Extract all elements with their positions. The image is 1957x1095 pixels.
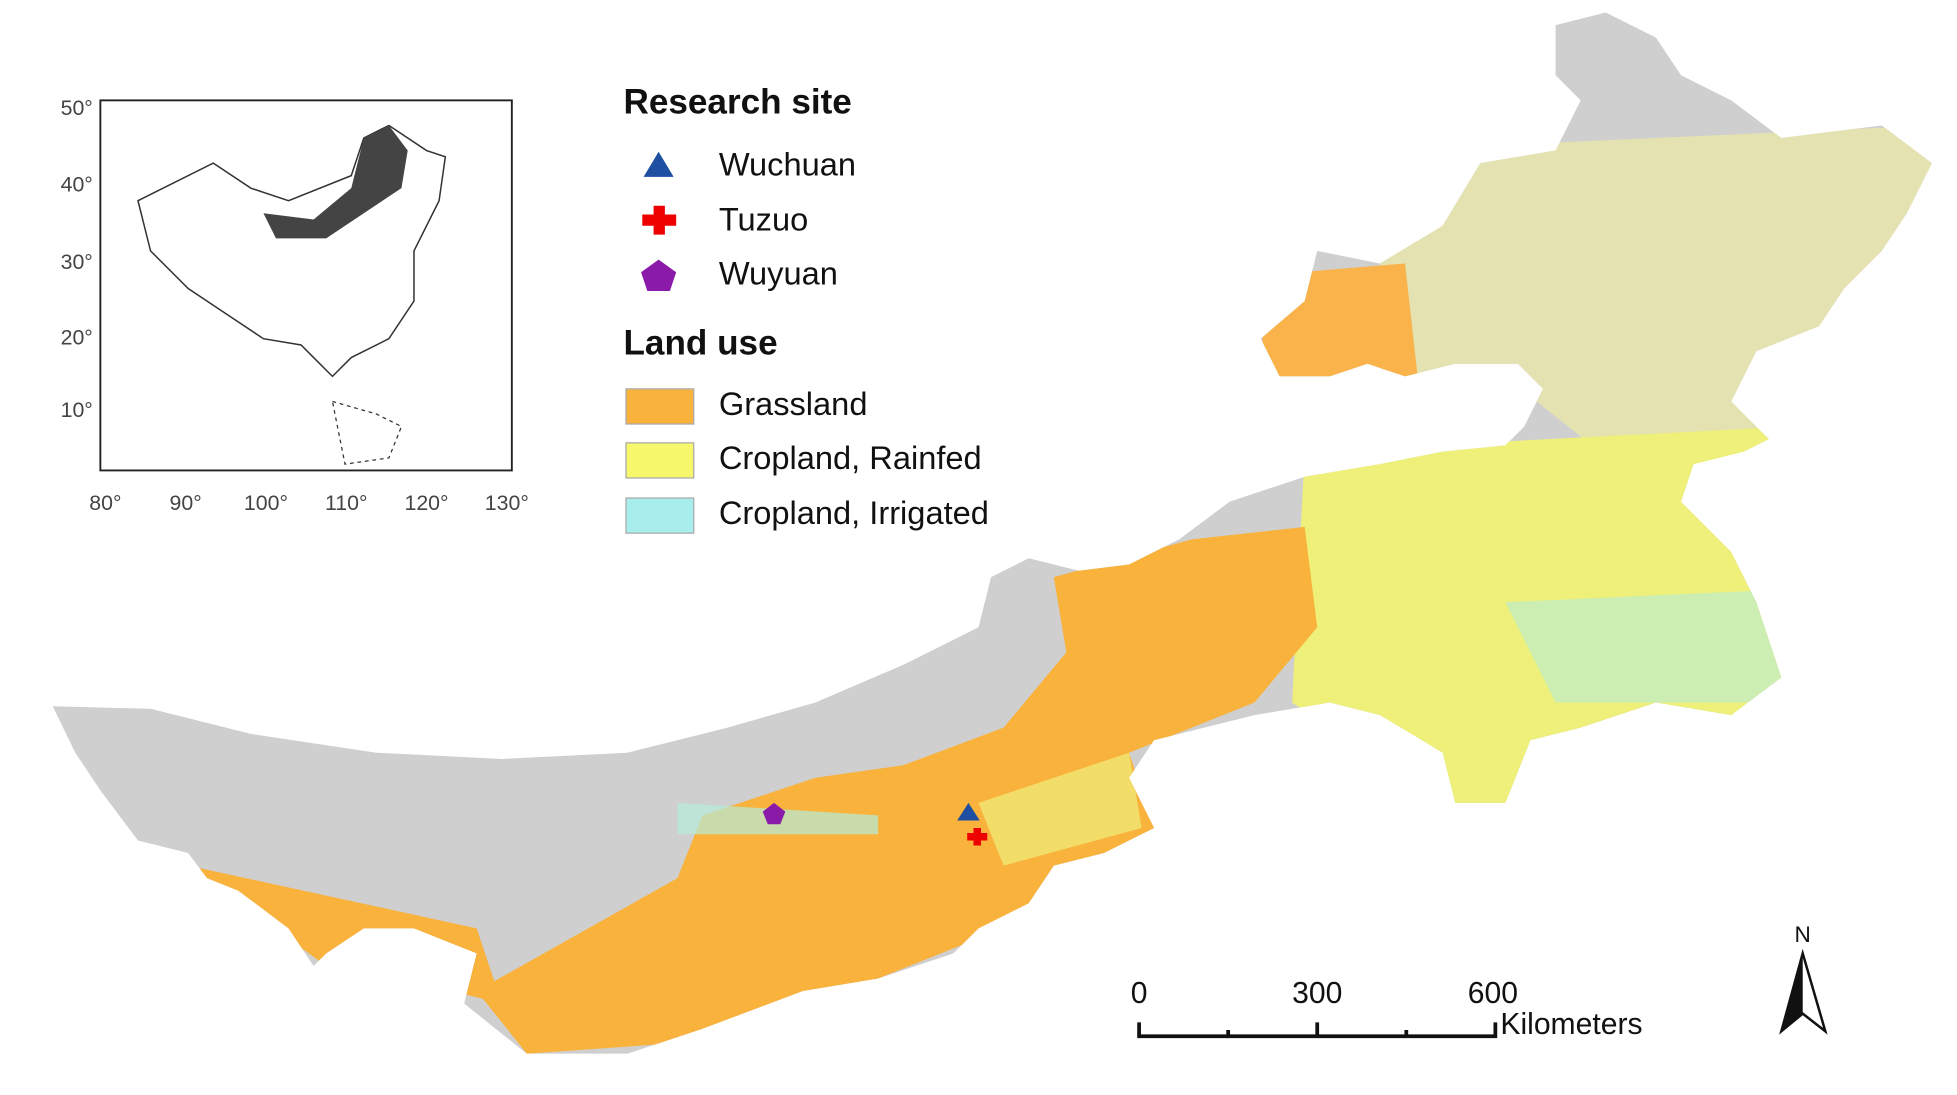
rainfed-central	[978, 752, 1142, 866]
legend-symbol	[641, 259, 677, 292]
legend-title: Research site	[623, 82, 851, 121]
legend-label: Wuyuan	[719, 255, 838, 292]
grassland-central	[476, 526, 1318, 1054]
scale-label: 300	[1292, 977, 1342, 1010]
site-wuchuan	[957, 802, 980, 821]
legend-label: Cropland, Rainfed	[719, 439, 982, 476]
legend-label: Wuchuan	[719, 145, 856, 182]
site-wuyuan	[762, 802, 786, 825]
inset-south-sea	[331, 400, 403, 465]
irrigated-east	[1505, 589, 1782, 703]
inset-y-label: 10°	[61, 398, 93, 422]
rainfed-ne	[1379, 125, 1932, 477]
scale-unit: Kilometers	[1500, 1008, 1642, 1041]
inset-x-label: 100°	[244, 491, 288, 515]
north-arrow-half	[1781, 953, 1803, 1032]
legend-swatch	[625, 388, 695, 425]
grassland-sw	[188, 865, 502, 1004]
scale-bar	[1137, 1022, 1498, 1039]
inset-x-label: 120°	[404, 491, 448, 515]
inset-y-label: 30°	[61, 250, 93, 274]
inset-y-label: 20°	[61, 325, 93, 349]
inset-y-label: 50°	[61, 96, 93, 120]
legend-title: Land use	[623, 323, 777, 362]
site-tuzuo	[967, 827, 988, 846]
inset-x-label: 90°	[170, 491, 202, 515]
inset-x-label: 110°	[325, 491, 368, 515]
inset-y-label: 40°	[61, 172, 93, 196]
legend-label: Tuzuo	[719, 201, 808, 238]
inset-x-label: 130°	[485, 491, 529, 515]
legend-symbol	[643, 151, 674, 177]
inset-x-label: 80°	[89, 491, 121, 515]
legend-label: Grassland	[719, 385, 868, 422]
legend-swatch	[625, 497, 695, 534]
scale-label: 600	[1468, 977, 1518, 1010]
grassland-ne	[1254, 263, 1418, 377]
scale-label: 0	[1131, 977, 1148, 1010]
north-label: N	[1795, 922, 1811, 947]
inset-inner-mongolia	[263, 125, 408, 239]
legend-symbol	[642, 205, 677, 235]
legend-swatch	[625, 442, 695, 479]
legend-label: Cropland, Irrigated	[719, 494, 989, 531]
